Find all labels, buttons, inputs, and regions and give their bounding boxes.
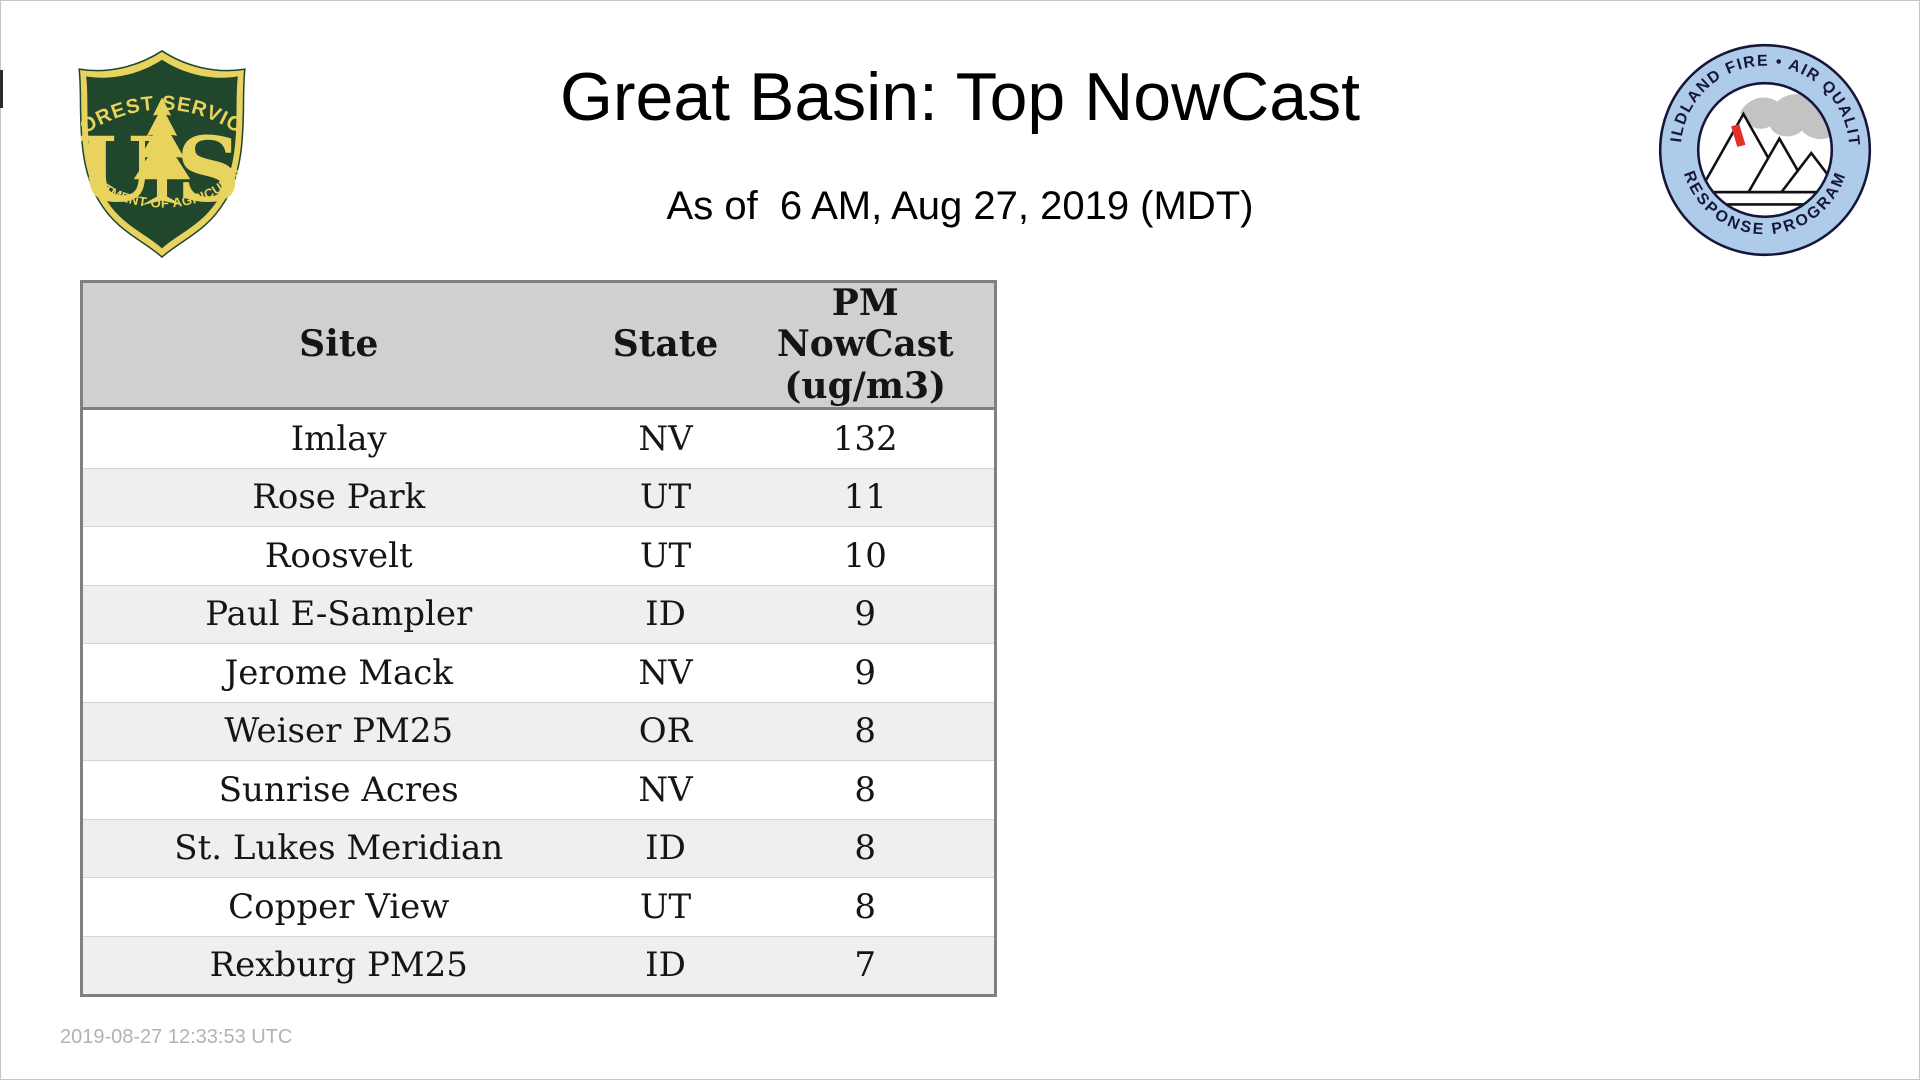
nowcast-table: Site State PM NowCast (ug/m3) Imlay NV 1… [80,280,997,998]
cell-pm-nowcast: 11 [736,467,996,527]
cell-state: NV [638,418,693,459]
cell-state: OR [594,701,737,761]
column-header-state: State [594,281,737,411]
cell-state: ID [594,818,737,878]
cell-pm-nowcast: 9 [736,643,996,703]
air-quality-program-logo: WILDLAND FIRE • AIR QUALITY RESPONSE PRO… [1656,38,1874,262]
cell-state: NV [594,760,737,820]
table-header-row: Site State PM NowCast (ug/m3) [81,281,996,411]
table-row: Rexburg PM25 ID 7 [81,935,996,996]
page-subtitle: As of 6 AM, Aug 27, 2019 (MDT) [666,184,1254,228]
table-row: Sunrise Acres NV 8 [81,760,996,820]
table-row: Roosvelt UT 10 [81,526,996,586]
cell-pm-nowcast: 9 [736,584,996,644]
forest-service-shield-icon: FOREST SERVICE U S DEPARTMENT OF AGRICUL… [66,46,246,259]
cell-state: UT [594,877,737,937]
cell-site: Jerome Mack [81,643,595,703]
cell-state: UT [594,526,737,586]
page-title: Great Basin: Top NowCast [560,59,1360,135]
table-row: Copper View UT 8 [81,877,996,937]
cell-pm-nowcast: 8 [736,760,996,820]
cell-site: Weiser PM25 [81,701,595,761]
table-row: Weiser PM25 OR 8 [81,701,996,761]
generated-timestamp: 2019-08-27 12:33:53 UTC [60,1026,293,1048]
table-row: Imlay NV 132 [81,408,996,469]
cell-pm-nowcast: 10 [736,526,996,586]
column-header-pm-nowcast: PM NowCast (ug/m3) [736,281,996,411]
cell-site: Imlay [290,418,387,459]
cell-state: UT [594,467,737,527]
column-header-site: Site [81,281,595,411]
svg-text:S: S [176,117,240,221]
pine-tree-icon [133,97,191,180]
cell-site: Rose Park [81,467,595,527]
table-row: Rose Park UT 11 [81,467,996,527]
cell-pm-nowcast: 8 [736,877,996,937]
cell-pm-nowcast: 8 [736,818,996,878]
forest-service-logo: FOREST SERVICE U S DEPARTMENT OF AGRICUL… [66,46,258,260]
screen-edge-artifact [0,70,3,108]
cell-site: Copper View [81,877,595,937]
cell-site: Roosvelt [81,526,595,586]
table-row: Jerome Mack NV 9 [81,643,996,703]
cell-pm-nowcast: 132 [832,418,898,459]
cell-site: Paul E-Sampler [81,584,595,644]
cell-site: St. Lukes Meridian [81,818,595,878]
cell-state: ID [594,935,737,996]
air-quality-program-icon: WILDLAND FIRE • AIR QUALITY RESPONSE PRO… [1656,38,1872,257]
cell-site: Sunrise Acres [81,760,595,820]
cell-pm-nowcast: 7 [736,935,996,996]
cell-site: Rexburg PM25 [81,935,595,996]
flame-icon [1731,124,1746,147]
cell-pm-nowcast: 8 [736,701,996,761]
cell-state: NV [594,643,737,703]
cell-state: ID [594,584,737,644]
table-row: Paul E-Sampler ID 9 [81,584,996,644]
table-row: St. Lukes Meridian ID 8 [81,818,996,878]
